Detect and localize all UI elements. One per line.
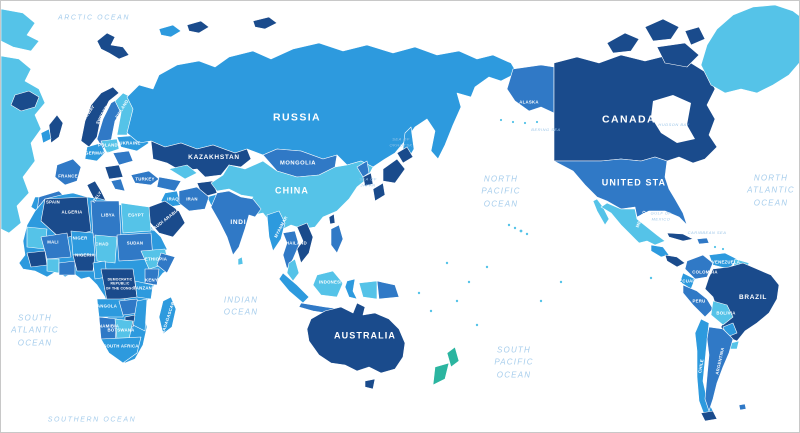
landmass-greece <box>110 178 126 192</box>
landmass-iceland <box>10 90 40 112</box>
landmass-west-africa-2 <box>46 258 60 274</box>
landmass-taiwan <box>328 213 336 225</box>
landmass-sulawesi <box>344 278 358 300</box>
landmass-madagascar <box>158 296 177 335</box>
landmass-united-states <box>553 156 688 226</box>
landmass-new-guinea-east <box>376 280 400 300</box>
landmass-borneo <box>312 270 344 298</box>
landmass-baffin-island <box>656 42 700 68</box>
landmass-namibia <box>98 316 118 342</box>
landmass-new-zealand-south <box>432 362 450 386</box>
landmass-sumatra <box>278 272 310 304</box>
landmass-canada <box>553 54 718 164</box>
landmass-canadian-arctic-1 <box>606 32 640 54</box>
landmass-cuba <box>666 232 694 242</box>
landmass-brazil <box>704 262 780 342</box>
landmass-argentina <box>704 326 734 412</box>
landmass-canadian-arctic-2 <box>644 18 680 42</box>
landmass-turkmenistan <box>156 176 182 192</box>
landmass-colombia <box>684 254 714 280</box>
landmass-france <box>54 158 82 186</box>
landmass-kenya <box>144 268 160 286</box>
landmass-north-korea <box>356 160 370 178</box>
landmass-arctic-isles-1 <box>158 24 182 38</box>
landmass-somalia <box>156 252 176 274</box>
landmass-japan-hokkaido <box>396 146 414 164</box>
landmass-west-africa-3 <box>58 260 76 276</box>
landmass-hispaniola <box>696 237 710 245</box>
landmass-central-america-2 <box>664 254 686 268</box>
landmass-angola <box>96 298 126 318</box>
landmass-malay-peninsula <box>286 258 300 282</box>
landmass-bolivia <box>710 300 734 326</box>
landmass-venezuela <box>708 252 738 270</box>
landmass-uzbekistan <box>168 164 198 180</box>
landmass-nigeria <box>72 254 96 272</box>
landmass-japan-honshu <box>382 158 406 184</box>
landmass-turkey <box>130 170 160 186</box>
landmass-greenland-east <box>700 4 799 94</box>
landmass-drc <box>100 268 138 302</box>
landmass-tierra-del-fuego <box>700 410 718 422</box>
landmass-niger <box>70 230 96 256</box>
landmass-poland <box>100 138 120 154</box>
landmass-india <box>210 190 262 256</box>
landmass-sri-lanka <box>237 256 244 266</box>
landmass-ireland <box>40 128 52 144</box>
landmass-egypt <box>120 202 152 234</box>
landmass-chad <box>94 234 118 264</box>
landmass-greenland-west <box>1 8 40 52</box>
landmass-tanzania <box>134 280 154 300</box>
landmass-new-guinea-west <box>358 280 378 300</box>
landmass-south-africa <box>100 336 142 364</box>
landmass-falklands <box>738 403 747 411</box>
landmass-arctic-isles-2 <box>186 20 210 34</box>
landmass-vietnam <box>296 222 314 264</box>
landmass-romania <box>112 150 134 166</box>
landmass-peru <box>682 284 714 318</box>
landmass-iran <box>178 186 210 212</box>
landmass-arctic-isles-3 <box>252 16 278 30</box>
landmass-balkans <box>104 164 124 180</box>
landmass-baja-california <box>592 198 610 226</box>
landmass-norway <box>80 86 120 148</box>
landmass-japan-kyushu <box>372 182 386 202</box>
water-hudson-bay <box>651 95 695 143</box>
landmass-south-korea <box>362 172 374 187</box>
landmass-philippines <box>330 224 344 254</box>
landmass-myanmar <box>266 210 286 252</box>
island-specks <box>417 118 725 327</box>
landmass-united-kingdom <box>48 114 64 144</box>
landmass-central-america-1 <box>650 244 670 258</box>
landmass-svalbard <box>96 32 130 60</box>
landmass-tasmania <box>364 378 376 390</box>
landmass-alaska <box>506 64 555 114</box>
landmass-australia <box>306 302 406 374</box>
landmass-canadian-arctic-3 <box>684 26 706 46</box>
landmass-libya <box>90 200 122 238</box>
landmass-mexico <box>600 202 666 246</box>
landmass-new-zealand-north <box>446 346 460 368</box>
landmass-germany <box>84 142 106 162</box>
